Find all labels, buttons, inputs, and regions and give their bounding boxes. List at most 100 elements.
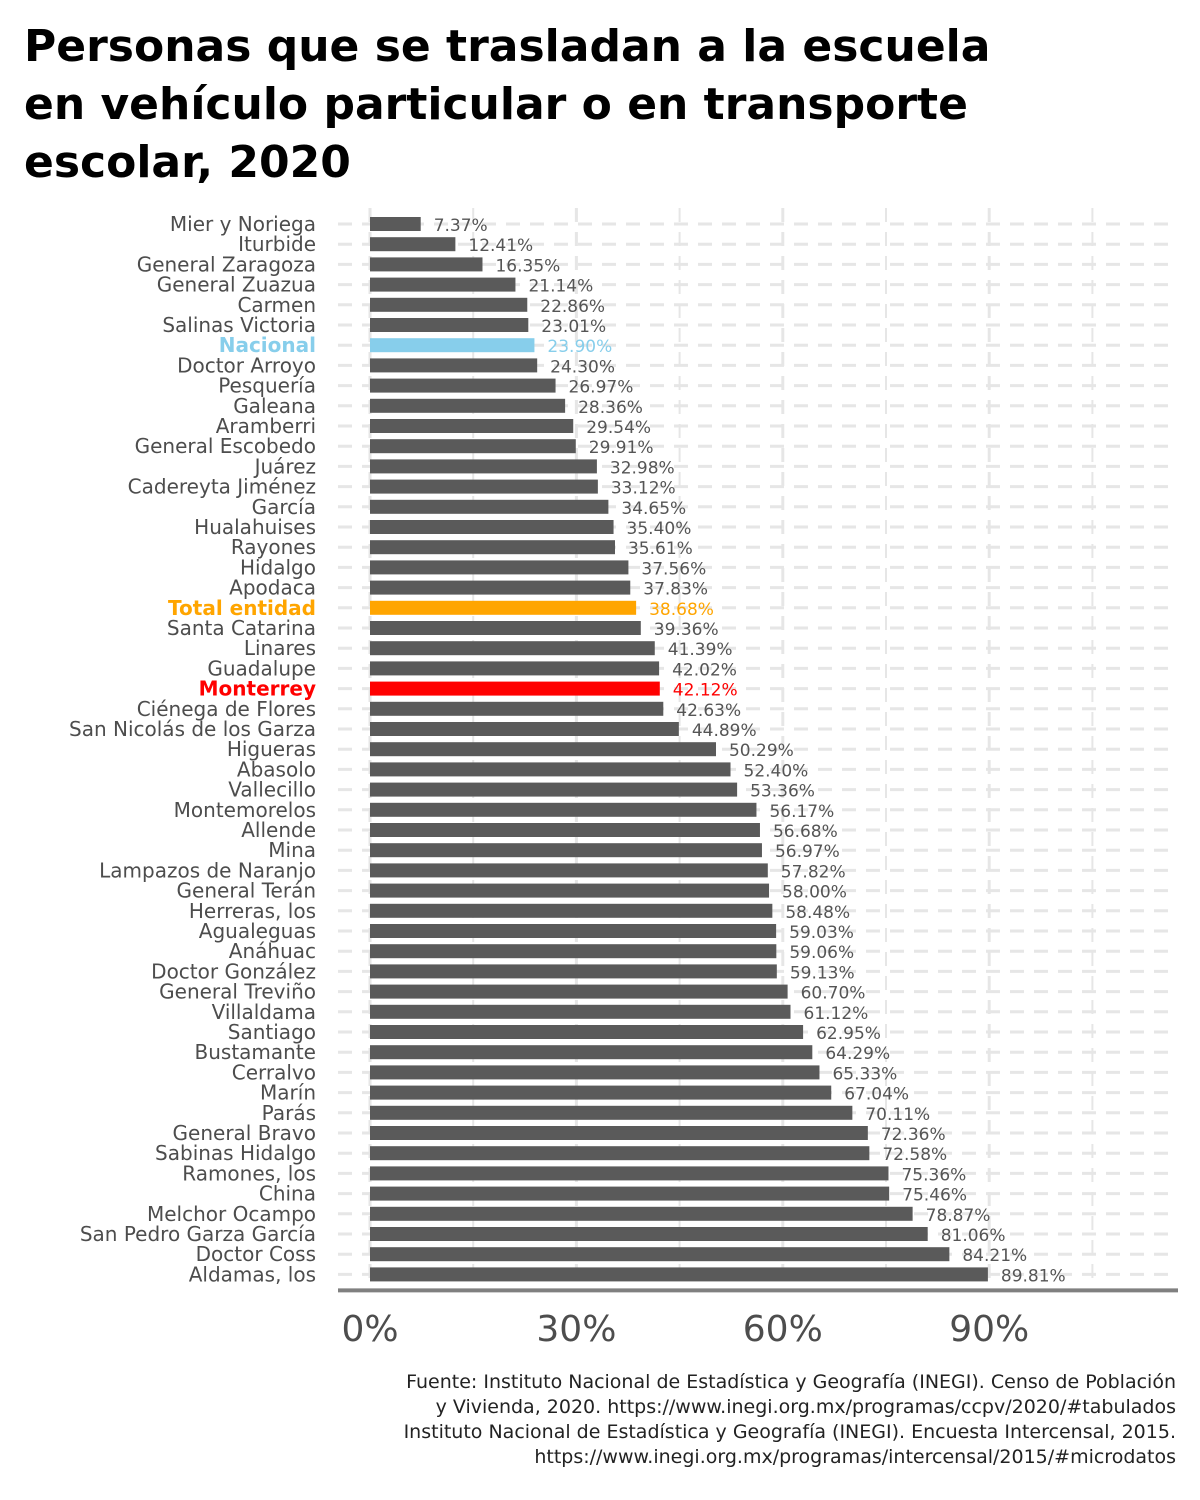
- category-label: General Escobedo: [135, 434, 316, 458]
- bar: [370, 823, 760, 837]
- source-line: Fuente: Instituto Nacional de Estadístic…: [406, 1371, 1176, 1393]
- bar: [370, 439, 576, 454]
- value-label: 59.03%: [789, 923, 854, 943]
- bar: [370, 520, 614, 534]
- category-label: Hidalgo: [240, 555, 316, 579]
- bar: [370, 701, 664, 716]
- value-label: 60.70%: [801, 984, 866, 1004]
- value-label: 50.29%: [729, 741, 794, 761]
- category-label: Pesquería: [218, 374, 316, 398]
- value-label: 34.65%: [621, 499, 686, 519]
- bar: [370, 1004, 791, 1019]
- source-line: https://www.inegi.org.mx/programas/inter…: [534, 1446, 1176, 1468]
- category-label: San Pedro Garza García: [80, 1222, 316, 1246]
- category-label: San Nicolás de los Garza: [69, 717, 316, 741]
- category-label: Cerralvo: [232, 1060, 316, 1084]
- bar: [370, 964, 777, 979]
- value-label: 42.63%: [676, 701, 741, 721]
- bar: [370, 560, 629, 575]
- category-label: Salinas Victoria: [162, 313, 316, 337]
- bar: [370, 277, 516, 292]
- value-label: 39.36%: [654, 620, 719, 640]
- bar: [370, 1146, 870, 1161]
- value-label: 59.13%: [790, 963, 855, 983]
- bar: [370, 1105, 853, 1120]
- category-label: García: [252, 495, 316, 519]
- value-label: 41.39%: [668, 640, 733, 660]
- category-label: Ramones, los: [182, 1161, 316, 1185]
- bar: [370, 257, 483, 272]
- value-label: 23.01%: [541, 317, 606, 337]
- value-label: 52.40%: [744, 761, 809, 781]
- value-label: 84.21%: [962, 1246, 1027, 1266]
- value-label: 72.58%: [882, 1145, 947, 1165]
- category-label: Villaldama: [212, 1000, 316, 1024]
- value-label: 67.04%: [844, 1085, 909, 1105]
- bar: [370, 1166, 889, 1181]
- bar: [370, 540, 615, 555]
- bar: [370, 1267, 988, 1282]
- bar: [370, 338, 535, 353]
- category-label: Cadereyta Jiménez: [128, 475, 316, 499]
- category-label: Carmen: [237, 293, 316, 317]
- value-label: 62.95%: [816, 1024, 881, 1044]
- category-label: Aramberri: [216, 414, 316, 438]
- value-label: 59.06%: [789, 943, 854, 963]
- value-label: 29.91%: [589, 438, 654, 458]
- chart-title: Personas que se trasladan a la escuela e…: [24, 21, 991, 188]
- bar: [370, 944, 777, 959]
- category-label: Vallecillo: [228, 778, 316, 802]
- category-label: Higueras: [227, 737, 316, 761]
- category-label: Total entidad: [168, 596, 316, 620]
- value-label: 28.36%: [578, 398, 643, 418]
- category-label: General Treviño: [159, 980, 316, 1004]
- bar: [370, 863, 768, 878]
- source-line: y Vivienda, 2020. https://www.inegi.org.…: [435, 1396, 1176, 1418]
- value-label: 37.83%: [643, 580, 708, 600]
- bar: [370, 621, 641, 635]
- bar: [370, 1065, 820, 1080]
- bar: [370, 479, 598, 494]
- category-label: Hualahuises: [194, 515, 316, 539]
- category-label: Juárez: [253, 454, 316, 478]
- value-label: 56.17%: [769, 802, 834, 822]
- value-label: 21.14%: [528, 277, 593, 297]
- value-label: 75.46%: [902, 1186, 967, 1206]
- category-label: Doctor Coss: [196, 1242, 316, 1266]
- category-label: Montemorelos: [174, 798, 316, 822]
- category-label: Allende: [241, 818, 316, 842]
- category-label: Bustamante: [195, 1040, 316, 1064]
- category-label: Parás: [262, 1101, 316, 1125]
- bar: [370, 1186, 890, 1201]
- category-label: Anáhuac: [229, 939, 316, 963]
- category-label: Nacional: [219, 333, 316, 357]
- value-label: 53.36%: [750, 782, 815, 802]
- value-label: 7.37%: [434, 216, 488, 236]
- bar: [370, 883, 770, 898]
- value-label: 33.12%: [611, 479, 676, 499]
- bar: [370, 237, 456, 252]
- bar: [370, 1045, 813, 1060]
- value-label: 58.00%: [782, 883, 847, 903]
- value-label: 57.82%: [781, 862, 846, 882]
- value-label: 35.40%: [627, 519, 692, 539]
- category-label: Doctor González: [151, 959, 316, 983]
- value-label: 61.12%: [804, 1004, 869, 1024]
- category-label: Santa Catarina: [167, 616, 316, 640]
- bar: [370, 378, 556, 393]
- value-label: 81.06%: [941, 1226, 1006, 1246]
- bar: [370, 742, 716, 757]
- value-label: 32.98%: [610, 458, 675, 478]
- category-label: Agualeguas: [199, 919, 316, 943]
- bar: [370, 499, 609, 514]
- category-label: Melchor Ocampo: [147, 1202, 316, 1226]
- bar: [370, 782, 738, 797]
- value-label: 42.02%: [672, 660, 737, 680]
- bar: [370, 903, 773, 918]
- bar: [370, 641, 655, 656]
- category-label: Ciénega de Flores: [137, 697, 316, 721]
- value-label: 44.89%: [692, 721, 757, 741]
- category-label: General Zuazua: [157, 273, 316, 297]
- bar: [370, 459, 597, 474]
- bar: [370, 600, 637, 615]
